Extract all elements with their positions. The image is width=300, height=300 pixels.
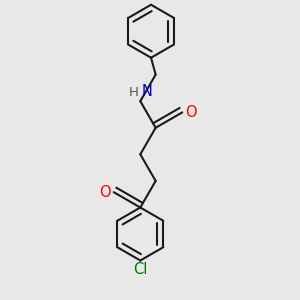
Text: H: H xyxy=(129,85,139,99)
Text: O: O xyxy=(185,105,197,120)
Text: Cl: Cl xyxy=(133,262,148,277)
Text: N: N xyxy=(142,84,153,99)
Text: O: O xyxy=(100,185,111,200)
